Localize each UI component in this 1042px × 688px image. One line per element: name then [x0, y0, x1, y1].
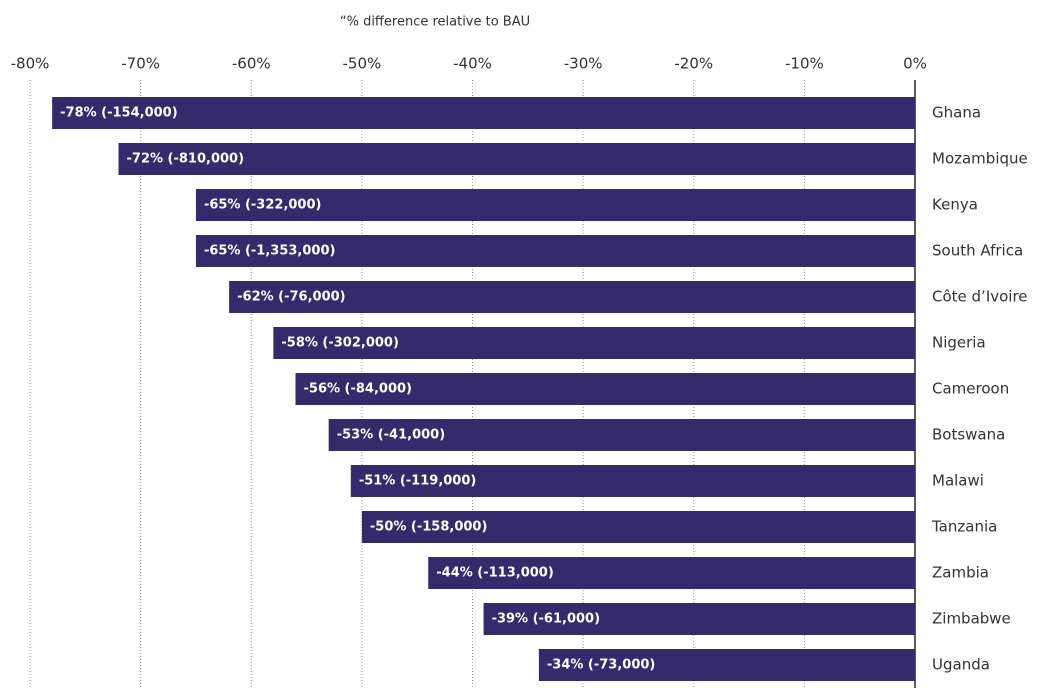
category-label: Botswana: [932, 426, 1005, 444]
value-label: -50% (-158,000): [370, 520, 488, 535]
bar: [350, 465, 915, 497]
x-tick-label: -10%: [785, 55, 824, 73]
category-label: Côte d’Ivoire: [932, 288, 1028, 306]
x-tick-label: -60%: [232, 55, 271, 73]
category-label: Mozambique: [932, 150, 1028, 168]
x-tick-label: -50%: [342, 55, 381, 73]
value-label: -58% (-302,000): [281, 336, 399, 351]
value-label: -53% (-41,000): [337, 428, 445, 443]
bar: [428, 557, 915, 589]
bar: [229, 281, 915, 313]
bar: [538, 649, 915, 681]
x-tick-label: -30%: [564, 55, 603, 73]
x-tick-label: -80%: [11, 55, 50, 73]
value-label: -56% (-84,000): [304, 382, 412, 397]
value-label: -65% (-1,353,000): [204, 244, 336, 259]
category-label: Kenya: [932, 196, 978, 214]
category-label: Cameroon: [932, 380, 1009, 398]
value-label: -62% (-76,000): [237, 290, 345, 305]
category-label: South Africa: [932, 242, 1023, 260]
value-label: -39% (-61,000): [492, 612, 600, 627]
bar: [52, 97, 915, 129]
category-label: Zimbabwe: [932, 610, 1011, 628]
bar: [195, 235, 915, 267]
category-label: Zambia: [932, 564, 989, 582]
bar: [118, 143, 915, 175]
category-label: Malawi: [932, 472, 984, 490]
x-tick-label: -20%: [674, 55, 713, 73]
value-label: -72% (-810,000): [127, 152, 245, 167]
value-label: -34% (-73,000): [547, 658, 655, 673]
category-label: Nigeria: [932, 334, 986, 352]
value-label: -65% (-322,000): [204, 198, 322, 213]
x-tick-label: 0%: [903, 55, 927, 73]
category-label: Ghana: [932, 104, 981, 122]
x-tick-label: -70%: [121, 55, 160, 73]
bar: [328, 419, 915, 451]
category-label: Uganda: [932, 656, 990, 674]
bar: [361, 511, 915, 543]
bar: [295, 373, 915, 405]
value-label: -51% (-119,000): [359, 474, 477, 489]
axis-title: “% difference relative to BAU: [340, 15, 530, 30]
bar: [273, 327, 915, 359]
category-label: Tanzania: [931, 518, 997, 536]
x-tick-label: -40%: [453, 55, 492, 73]
bar: [483, 603, 915, 635]
value-label: -44% (-113,000): [436, 566, 554, 581]
value-label: -78% (-154,000): [60, 106, 178, 121]
bar: [195, 189, 915, 221]
